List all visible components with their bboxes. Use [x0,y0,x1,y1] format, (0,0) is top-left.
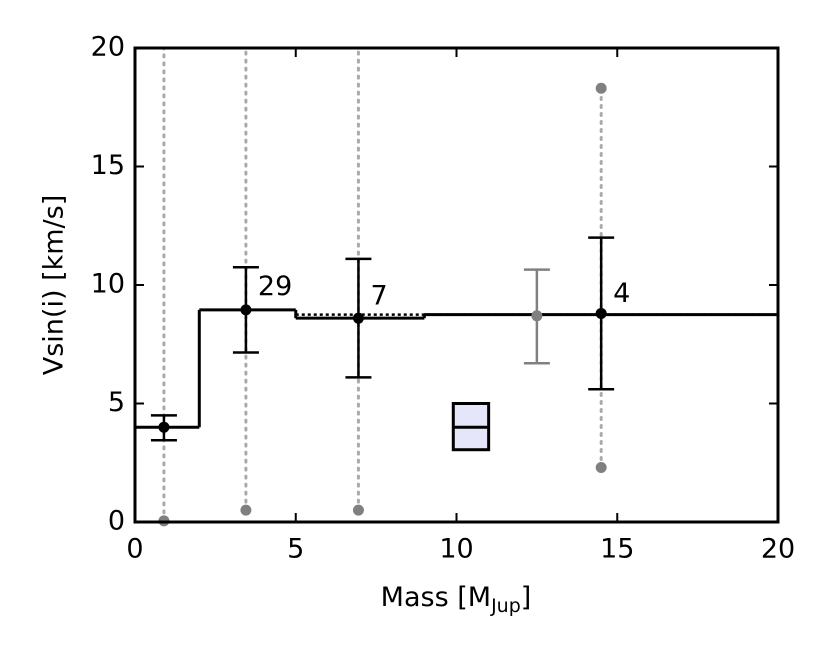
x-axis-label-subscript: Jup [490,595,521,617]
annotation: 7 [370,280,387,311]
point [352,312,364,324]
x-tick-label: 10 [439,534,473,565]
y-axis-label: Vsin(i) [km/s] [39,195,70,375]
point [595,307,607,319]
annotation: 4 [613,278,630,309]
range-point [240,504,252,516]
range-point [352,504,364,516]
point [531,310,543,322]
y-tick-label: 5 [108,387,125,418]
y-tick-label: 15 [91,150,125,181]
x-tick-label: 0 [126,534,143,565]
x-axis-label: Mass [MJup] [381,582,532,617]
range-point [595,461,607,473]
y-tick-label: 10 [91,269,125,300]
y-tick-label: 20 [91,32,125,63]
y-tick-label: 0 [108,506,125,537]
point [158,421,170,433]
range-point [595,82,607,94]
x-tick-label: 15 [600,534,634,565]
x-axis-label-text: Mass [M [381,582,491,613]
x-tick-label: 5 [287,534,304,565]
x-axis-label-suffix: ] [521,582,532,613]
annotation: 29 [258,271,292,302]
x-tick-label: 20 [761,534,795,565]
point [240,304,252,316]
